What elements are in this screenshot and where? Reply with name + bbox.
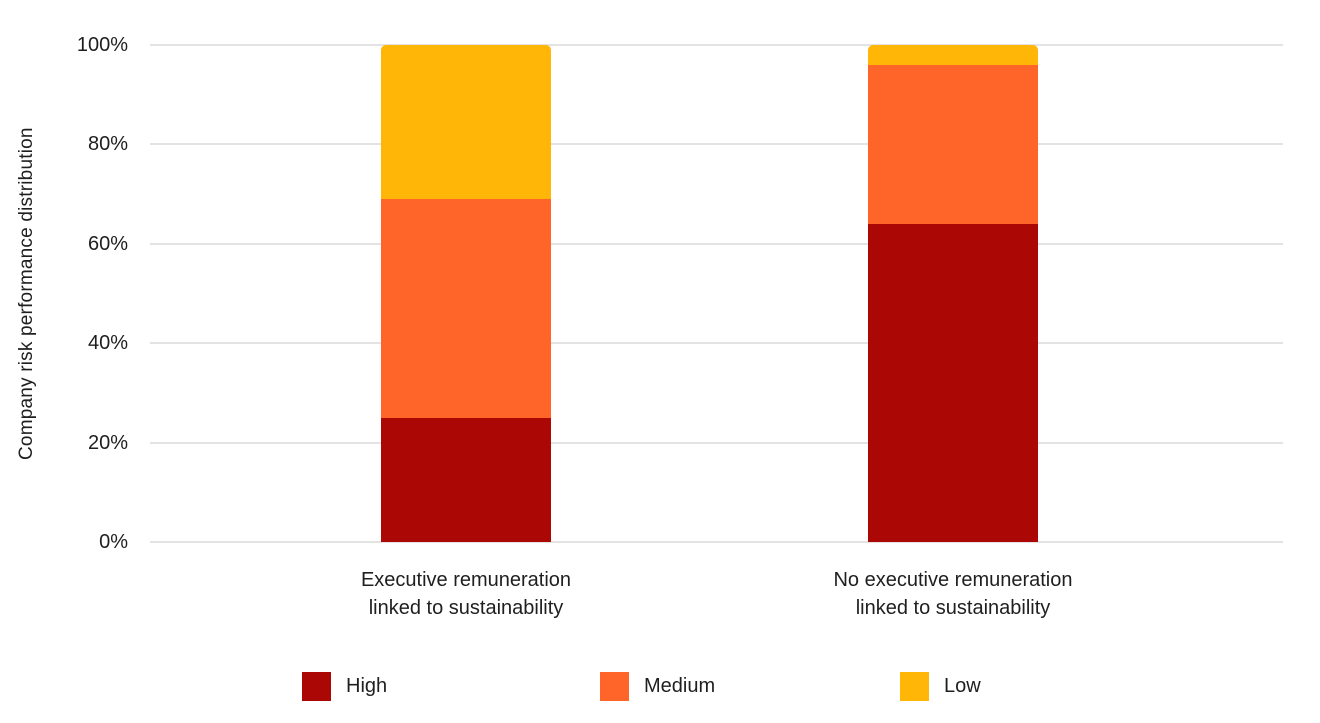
bar-segment-medium <box>381 199 551 418</box>
y-tick-label: 60% <box>87 232 128 255</box>
bar-segment-medium <box>868 64 1038 224</box>
bar-segment-low <box>381 45 551 200</box>
legend-swatch-low <box>900 672 929 701</box>
bar-1 <box>381 45 551 542</box>
y-axis-title: Company risk performance distribution <box>16 127 37 460</box>
legend-item-medium: Medium <box>600 672 715 701</box>
x-category-label: No executive remuneration linked to susta… <box>783 566 1123 622</box>
legend-label: Low <box>944 675 981 697</box>
legend-label: Medium <box>644 675 716 697</box>
bar-2 <box>868 45 1038 542</box>
x-category-label-line: No executive remuneration <box>833 569 1073 591</box>
legend-label: High <box>346 675 388 697</box>
legend-item-high: High <box>302 672 387 701</box>
gridline-0 <box>150 541 1283 543</box>
legend-swatch-medium <box>600 672 629 701</box>
y-tick-label: 20% <box>87 431 128 454</box>
y-tick-label: 100% <box>76 34 128 56</box>
gridline-20 <box>150 441 1283 444</box>
gridline-80 <box>150 143 1283 146</box>
plot-area <box>150 44 1283 543</box>
x-category-label-line: linked to sustainability <box>855 597 1051 619</box>
x-category-label-line: Executive remuneration <box>360 569 572 591</box>
gridline-100 <box>150 44 1283 46</box>
gridline-40 <box>150 342 1283 345</box>
y-tick-label: 0% <box>99 531 128 553</box>
x-category-label: Executive remuneration linked to sustaina… <box>296 566 636 622</box>
bar-segment-high <box>868 223 1038 542</box>
y-tick-label: 80% <box>87 133 128 156</box>
bar-segment-high <box>381 417 551 542</box>
y-tick-label: 40% <box>87 332 128 355</box>
gridline-60 <box>150 242 1283 245</box>
x-category-label-line: linked to sustainability <box>368 597 564 619</box>
bar-segment-low <box>868 45 1038 65</box>
legend-swatch-high <box>302 672 331 701</box>
legend-item-low: Low <box>900 672 981 701</box>
